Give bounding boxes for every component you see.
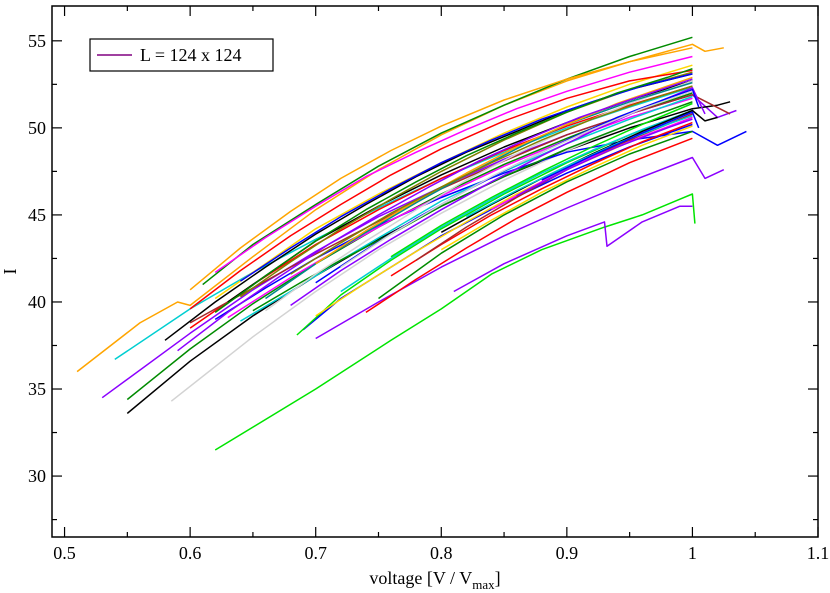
x-tick-label-2: 0.7 bbox=[304, 543, 327, 563]
y-tick-label-2: 40 bbox=[28, 292, 46, 312]
x-tick-label-0: 0.5 bbox=[53, 543, 76, 563]
series-line-40 bbox=[290, 85, 693, 275]
series-line-9 bbox=[202, 36, 693, 286]
legend: L = 124 x 124 bbox=[89, 38, 274, 72]
series-line-35 bbox=[177, 78, 693, 352]
legend-label: L = 124 x 124 bbox=[140, 45, 241, 65]
series-line-38 bbox=[239, 73, 693, 282]
series-line-41 bbox=[214, 67, 693, 314]
series-line-42 bbox=[440, 125, 693, 251]
y-tick-label-1: 35 bbox=[28, 379, 46, 399]
plot-frame bbox=[51, 5, 819, 538]
x-tick-label-1: 0.6 bbox=[179, 543, 202, 563]
series-line-46 bbox=[466, 114, 693, 218]
y-tick-label-0: 30 bbox=[28, 466, 46, 486]
series-line-32 bbox=[340, 109, 693, 293]
series-layer bbox=[76, 36, 747, 451]
series-line-47 bbox=[516, 118, 693, 197]
series-line-7 bbox=[214, 193, 696, 451]
series-line-37 bbox=[340, 90, 693, 268]
series-line-24 bbox=[189, 47, 693, 291]
series-line-33 bbox=[378, 130, 693, 300]
series-line-36 bbox=[390, 102, 693, 258]
series-line-3 bbox=[101, 94, 737, 399]
series-line-30 bbox=[189, 69, 693, 310]
series-line-21 bbox=[365, 137, 693, 314]
x-tick-label-3: 0.8 bbox=[430, 543, 453, 563]
series-line-13 bbox=[227, 97, 693, 319]
series-line-16 bbox=[252, 101, 693, 312]
series-line-8 bbox=[453, 205, 693, 293]
series-line-28 bbox=[214, 55, 693, 274]
series-line-4 bbox=[126, 101, 731, 414]
series-line-23 bbox=[265, 80, 693, 312]
x-axis-label: voltage [V / Vmax] bbox=[369, 568, 500, 592]
series-line-48 bbox=[541, 111, 700, 181]
x-axis-label-main: voltage [V / V bbox=[369, 568, 472, 588]
y-tick-label-3: 45 bbox=[28, 205, 46, 225]
x-tick-label-5: 1 bbox=[688, 543, 697, 563]
x-tick-label-6: 1.1 bbox=[807, 543, 830, 563]
series-line-34 bbox=[315, 76, 693, 265]
y-axis-label: I bbox=[0, 269, 20, 275]
ticks-layer: 0.5 0.6 0.7 0.8 0.9 1 1.1 30 35 40 45 50 55 bbox=[28, 6, 829, 563]
y-tick-label-5: 55 bbox=[28, 31, 46, 51]
y-tick-label-4: 50 bbox=[28, 118, 46, 138]
x-axis-label-subscript: max bbox=[472, 577, 495, 592]
x-tick-label-4: 0.9 bbox=[556, 543, 579, 563]
x-axis-label-close: ] bbox=[495, 568, 501, 588]
series-line-1 bbox=[76, 43, 724, 373]
